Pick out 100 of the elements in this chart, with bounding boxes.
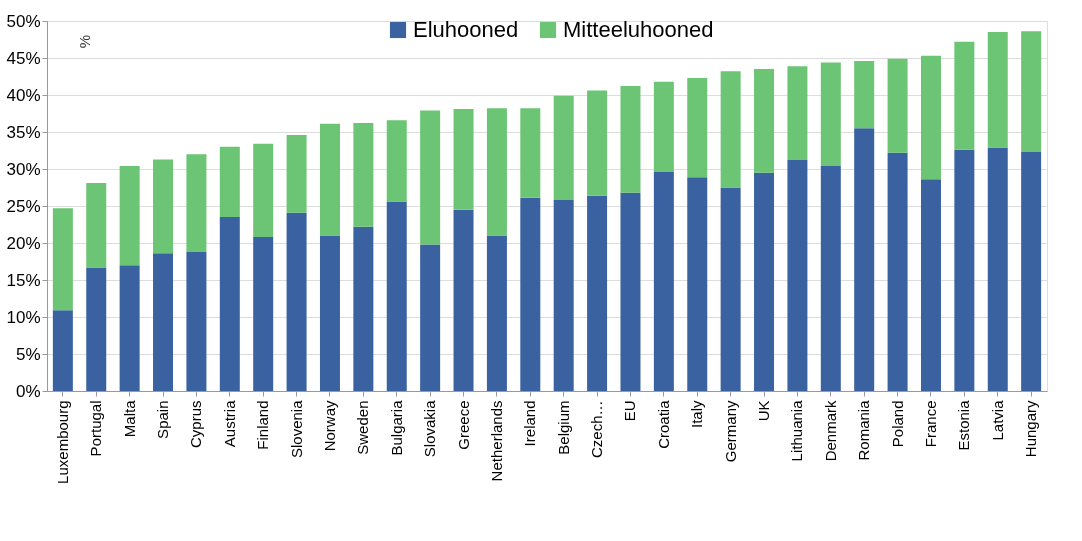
x-tick-label: Slovenia [287, 399, 305, 459]
bar [153, 253, 174, 391]
bar [954, 149, 975, 391]
x-tick-label: Malta [120, 399, 138, 438]
x-tick-label: Luxembourg [53, 400, 71, 484]
bar [754, 172, 775, 391]
bar [520, 108, 541, 198]
bar [887, 58, 908, 153]
bar [854, 60, 875, 129]
bar [52, 208, 73, 311]
bar [286, 212, 307, 391]
bar [687, 177, 708, 391]
x-tick-label: Estonia [955, 399, 973, 451]
bar [119, 265, 140, 391]
bar [887, 152, 908, 391]
y-tick-label: 45% [6, 48, 41, 68]
bar [186, 154, 207, 252]
x-tick-label: Hungary [1022, 400, 1040, 458]
x-tick-label: EU [621, 400, 639, 422]
y-tick-label: 15% [6, 270, 41, 290]
y-tick-label: 5% [15, 344, 41, 364]
x-tick-label: Ireland [521, 400, 539, 447]
x-tick-label: Portugal [87, 400, 105, 457]
y-tick-label: 10% [6, 307, 41, 327]
bar [854, 128, 875, 391]
bar [153, 159, 174, 254]
bar [587, 195, 608, 391]
bar [920, 55, 941, 180]
bar [453, 109, 474, 210]
x-tick-label: Spain [154, 400, 172, 439]
bar [119, 166, 140, 266]
bar [787, 66, 808, 161]
bar [553, 95, 574, 201]
y-tick-label: 25% [6, 196, 41, 216]
bar [620, 86, 641, 193]
bar [720, 71, 741, 188]
bar [52, 310, 73, 391]
x-tick-label: Latvia [988, 399, 1006, 441]
bar [219, 146, 240, 218]
legend-label: Eluhooned [413, 17, 519, 42]
x-tick-label: Belgium [554, 400, 572, 455]
y-tick-label: 20% [6, 233, 41, 253]
bar [386, 120, 407, 202]
x-tick-label: Romania [855, 399, 873, 461]
x-tick-label: Denmark [821, 400, 839, 462]
bar [186, 251, 207, 391]
bar [453, 209, 474, 391]
y-tick-label: 30% [6, 159, 41, 179]
x-tick-label: Greece [454, 400, 472, 450]
y-tick-label: 50% [6, 11, 41, 31]
bar [653, 171, 674, 391]
bar [319, 235, 340, 391]
y-tick-label: 35% [6, 122, 41, 142]
bar [353, 123, 374, 227]
legend-label: Mitteeluhooned [563, 17, 714, 42]
bar [820, 62, 841, 167]
x-tick-label: Netherlands [487, 400, 505, 482]
bar [687, 77, 708, 178]
bar [253, 237, 274, 391]
bar [720, 187, 741, 391]
bar [987, 147, 1008, 391]
bar [219, 217, 240, 391]
x-tick-label: Finland [254, 400, 272, 450]
x-tick-label: Slovakia [421, 399, 439, 458]
bar [754, 69, 775, 173]
bar [86, 183, 107, 268]
bar [520, 197, 541, 391]
y-tick-label: 0% [15, 381, 41, 401]
bar [319, 123, 340, 236]
x-tick-label: Poland [888, 400, 906, 448]
bar [353, 226, 374, 391]
x-tick-label: Cyprus [187, 400, 205, 449]
bar [620, 192, 641, 391]
x-tick-label: Sweden [354, 400, 372, 455]
bar [587, 90, 608, 196]
x-tick-label: UK [755, 400, 773, 422]
bar [553, 200, 574, 391]
bar [386, 201, 407, 391]
bar [987, 32, 1008, 148]
x-tick-label: Norway [320, 400, 338, 452]
bar [787, 160, 808, 391]
x-tick-label: Lithuania [788, 399, 806, 462]
bar [253, 143, 274, 238]
bar [486, 108, 507, 236]
x-tick-label: Croatia [654, 399, 672, 449]
bar [486, 235, 507, 391]
x-tick-label: Czech… [588, 400, 606, 459]
bar [420, 110, 441, 245]
bar [286, 134, 307, 213]
x-tick-label: Italy [688, 400, 706, 429]
bar [1021, 31, 1042, 152]
y-tick-label: 40% [6, 85, 41, 105]
bar [420, 244, 441, 391]
bar [954, 41, 975, 150]
x-tick-label: Austria [220, 399, 238, 448]
x-tick-label: France [921, 400, 939, 448]
bar [86, 267, 107, 391]
x-tick-label: Bulgaria [387, 399, 405, 456]
bar [820, 166, 841, 391]
x-tick-label: Germany [721, 400, 739, 463]
